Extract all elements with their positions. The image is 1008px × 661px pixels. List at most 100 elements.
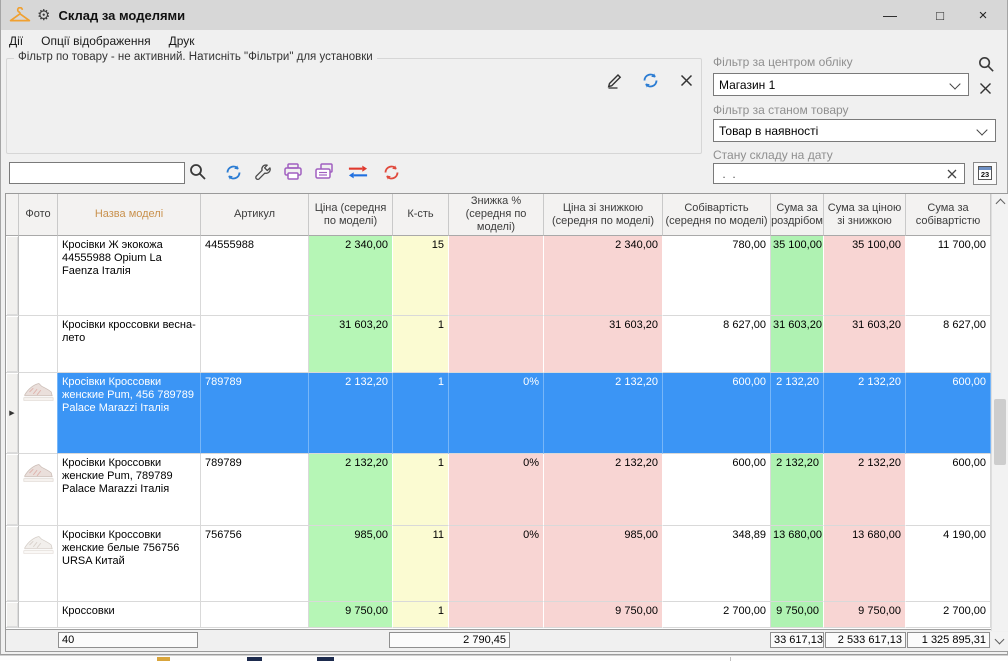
sum-discounted-cell[interactable]: 2 132,20	[824, 454, 906, 526]
cost-cell[interactable]: 2 700,00	[663, 602, 771, 628]
qty-cell[interactable]: 1	[393, 316, 449, 373]
taskbar-icon-fragment[interactable]	[247, 657, 262, 661]
qty-cell[interactable]: 1	[393, 454, 449, 526]
cost-cell[interactable]: 780,00	[663, 236, 771, 316]
column-header-price[interactable]: Ціна (середня по моделі)	[309, 194, 393, 236]
state-filter-combobox[interactable]: Товар в наявності	[713, 119, 996, 142]
table-row[interactable]: Кросівки Кроссовки женские белые 756756 …	[6, 526, 1008, 602]
price-discounted-cell[interactable]: 985,00	[544, 526, 663, 602]
model-name-cell[interactable]: Кроссовки	[58, 602, 201, 628]
search-input[interactable]	[9, 162, 185, 184]
title-bar[interactable]: ⚙ Склад за моделями — □ ×	[1, 0, 1007, 30]
column-header-sum-cost[interactable]: Сума за собівартістю	[906, 194, 991, 236]
scroll-down-button[interactable]	[991, 632, 1008, 650]
price-discounted-cell[interactable]: 2 340,00	[544, 236, 663, 316]
table-row[interactable]: Кроссовки 9 750,00 1 9 750,00 2 700,00 9…	[6, 602, 1008, 628]
refresh-filter-button[interactable]	[639, 69, 661, 91]
discount-cell[interactable]: 0%	[449, 526, 544, 602]
price-discounted-cell[interactable]: 2 132,20	[544, 373, 663, 454]
scroll-up-button[interactable]	[992, 194, 1008, 210]
sum-discounted-cell[interactable]: 13 680,00	[824, 526, 906, 602]
column-header-photo[interactable]: Фото	[19, 194, 58, 236]
center-filter-search-button[interactable]	[975, 53, 997, 75]
sku-cell[interactable]: 44555988	[201, 236, 309, 316]
price-cell[interactable]: 2 132,20	[309, 454, 393, 526]
price-cell[interactable]: 985,00	[309, 526, 393, 602]
price-discounted-cell[interactable]: 31 603,20	[544, 316, 663, 373]
sku-cell[interactable]	[201, 316, 309, 373]
table-row[interactable]: Кросівки Ж экокожа 44555988 Opium La Fae…	[6, 236, 1008, 316]
taskbar-icon-fragment[interactable]	[157, 657, 170, 661]
column-header-sku[interactable]: Артикул	[201, 194, 309, 236]
model-name-cell[interactable]: Кросівки Кроссовки женские белые 756756 …	[58, 526, 201, 602]
column-header-discount[interactable]: Знижка % (середня по моделі)	[449, 194, 544, 236]
sum-retail-cell[interactable]: 2 132,20	[771, 454, 824, 526]
sku-cell[interactable]	[201, 602, 309, 628]
column-header-price-discounted[interactable]: Ціна зі знижкою (середня по моделі)	[544, 194, 663, 236]
cost-cell[interactable]: 348,89	[663, 526, 771, 602]
model-name-cell[interactable]: Кросівки Кроссовки женские Pum, 789789 P…	[58, 454, 201, 526]
refresh-button[interactable]	[222, 161, 244, 183]
price-cell[interactable]: 2 340,00	[309, 236, 393, 316]
sku-cell[interactable]: 756756	[201, 526, 309, 602]
qty-cell[interactable]: 11	[393, 526, 449, 602]
table-row-selected[interactable]: ▶ Кросівки Кроссовки женские Pum, 456 78…	[6, 373, 1008, 454]
close-button[interactable]: ×	[966, 0, 1000, 30]
sku-cell[interactable]: 789789	[201, 454, 309, 526]
settings-button[interactable]	[251, 161, 273, 183]
sum-cost-cell[interactable]: 4 190,00	[906, 526, 991, 602]
sum-discounted-cell[interactable]: 35 100,00	[824, 236, 906, 316]
vertical-scrollbar[interactable]	[991, 194, 1008, 631]
cost-cell[interactable]: 8 627,00	[663, 316, 771, 373]
sum-cost-cell[interactable]: 600,00	[906, 373, 991, 454]
sum-cost-cell[interactable]: 8 627,00	[906, 316, 991, 373]
print-preview-button[interactable]	[313, 161, 335, 183]
price-cell[interactable]: 9 750,00	[309, 602, 393, 628]
discount-cell[interactable]: 0%	[449, 454, 544, 526]
maximize-button[interactable]: □	[923, 0, 957, 30]
price-cell[interactable]: 2 132,20	[309, 373, 393, 454]
price-discounted-cell[interactable]: 9 750,00	[544, 602, 663, 628]
discount-cell[interactable]	[449, 316, 544, 373]
table-row[interactable]: Кросівки кроссовки весна-лето 31 603,20 …	[6, 316, 1008, 373]
column-header-cost[interactable]: Собівартість (середня по моделі)	[663, 194, 771, 236]
sum-cost-cell[interactable]: 2 700,00	[906, 602, 991, 628]
column-header-model-name[interactable]: Назва моделі	[58, 194, 201, 236]
calendar-button[interactable]: 23	[973, 162, 997, 185]
qty-cell[interactable]: 15	[393, 236, 449, 316]
column-header-qty[interactable]: К-сть	[393, 194, 449, 236]
date-clear-button[interactable]	[946, 168, 958, 183]
center-filter-combobox[interactable]: Магазин 1	[713, 73, 969, 96]
sum-discounted-cell[interactable]: 31 603,20	[824, 316, 906, 373]
cost-cell[interactable]: 600,00	[663, 373, 771, 454]
sum-retail-cell[interactable]: 13 680,00	[771, 526, 824, 602]
scrollbar-thumb[interactable]	[994, 399, 1006, 465]
menu-display-options[interactable]: Опції відображення	[32, 32, 159, 50]
print-button[interactable]	[282, 161, 304, 183]
qty-cell[interactable]: 1	[393, 602, 449, 628]
model-name-cell[interactable]: Кросівки кроссовки весна-лето	[58, 316, 201, 373]
cost-cell[interactable]: 600,00	[663, 454, 771, 526]
sku-cell[interactable]: 789789	[201, 373, 309, 454]
transfer-button[interactable]	[347, 161, 369, 183]
sum-retail-cell[interactable]: 9 750,00	[771, 602, 824, 628]
menu-print[interactable]: Друк	[160, 32, 204, 50]
search-button[interactable]	[187, 161, 209, 183]
minimize-button[interactable]: —	[873, 0, 907, 30]
reload-button[interactable]	[380, 161, 402, 183]
sum-cost-cell[interactable]: 600,00	[906, 454, 991, 526]
model-name-cell[interactable]: Кросівки Кроссовки женские Pum, 456 7897…	[58, 373, 201, 454]
taskbar-icon-fragment[interactable]	[317, 657, 334, 661]
discount-cell[interactable]: 0%	[449, 373, 544, 454]
price-discounted-cell[interactable]: 2 132,20	[544, 454, 663, 526]
discount-cell[interactable]	[449, 602, 544, 628]
model-name-cell[interactable]: Кросівки Ж экокожа 44555988 Opium La Fae…	[58, 236, 201, 316]
table-row[interactable]: Кросівки Кроссовки женские Pum, 789789 P…	[6, 454, 1008, 526]
date-filter-input[interactable]: . .	[713, 163, 965, 184]
price-cell[interactable]: 31 603,20	[309, 316, 393, 373]
menu-actions[interactable]: Дії	[1, 32, 32, 50]
column-header-sum-discounted[interactable]: Сума за ціною зі знижкою	[824, 194, 906, 236]
edit-filter-button[interactable]	[603, 69, 625, 91]
column-header-sum-retail[interactable]: Сума за роздрібом	[771, 194, 824, 236]
clear-filter-button[interactable]	[675, 69, 697, 91]
